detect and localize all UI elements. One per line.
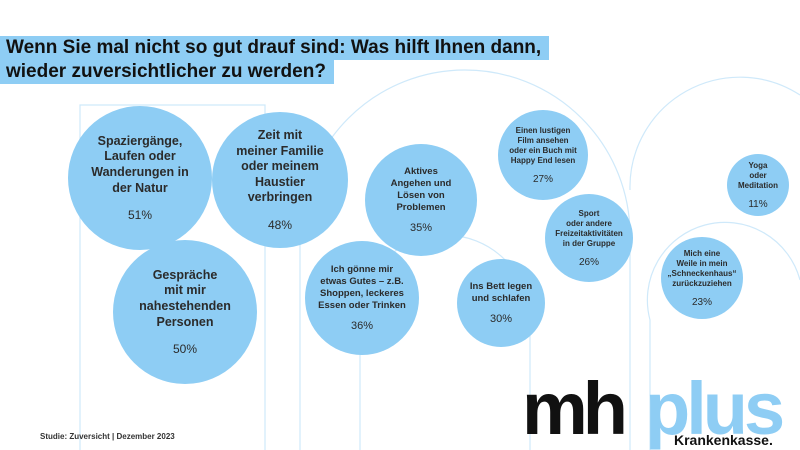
bubble-label: Aktives Angehen und Lösen von Problemen — [390, 166, 452, 213]
deco-arc-left — [79, 104, 266, 450]
bubble-9: Mich eine Weile in mein „Schneckenhaus“ … — [661, 237, 743, 319]
bubble-value: 23% — [691, 296, 712, 308]
deco-arc-right — [629, 76, 800, 191]
chart-title-line-1: Wenn Sie mal nicht so gut drauf sind: Wa… — [0, 36, 550, 60]
bubble-value: 48% — [267, 218, 293, 233]
logo-mh-text: mh — [522, 367, 628, 450]
bubble-value: 35% — [409, 221, 433, 234]
bubble-value: 26% — [578, 256, 599, 268]
bubble-2: Gespräche mit mir nahestehenden Personen… — [113, 240, 257, 384]
bubble-value: 36% — [350, 319, 374, 332]
bubble-label: Einen lustigen Film ansehen oder ein Buc… — [509, 125, 577, 165]
chart-title-line-2: wieder zuversichtlicher zu werden? — [0, 60, 334, 84]
bubble-label: Mich eine Weile in mein „Schneckenhaus“ … — [667, 248, 737, 288]
bubble-value: 11% — [748, 198, 768, 210]
bubble-value: 27% — [532, 173, 553, 185]
mhplus-logo: mh plus Krankenkasse. — [522, 367, 785, 450]
logo-plus-text: plus — [645, 367, 785, 450]
bubble-label: Spaziergänge, Laufen oder Wanderungen in… — [91, 133, 189, 195]
bubble-1: Spaziergänge, Laufen oder Wanderungen in… — [68, 106, 212, 250]
bubble-label: Sport oder andere Freizeitaktivitäten in… — [555, 208, 623, 248]
bubble-label: Ins Bett legen und schlafen — [469, 281, 533, 304]
bubble-4: Ich gönne mir etwas Gutes – z.B. Shoppen… — [305, 241, 419, 355]
bubble-10: Yoga oder Meditation 11% — [727, 154, 789, 216]
bubble-label: Ich gönne mir etwas Gutes – z.B. Shoppen… — [318, 264, 406, 311]
bubble-label: Yoga oder Meditation — [738, 160, 778, 190]
bubble-label: Gespräche mit mir nahestehenden Personen — [139, 267, 231, 329]
logo-tagline: Krankenkasse. — [674, 432, 773, 448]
bubble-6: Ins Bett legen und schlafen 30% — [457, 259, 545, 347]
bubble-value: 50% — [172, 342, 198, 357]
bubble-label: Zeit mit meiner Familie oder meinem Haus… — [236, 127, 324, 205]
bubble-5: Aktives Angehen und Lösen von Problemen 3… — [365, 144, 477, 256]
bubble-7: Einen lustigen Film ansehen oder ein Buc… — [498, 110, 588, 200]
bubble-value: 30% — [489, 312, 513, 325]
deco-arc-far-right — [646, 221, 800, 450]
source-note: Studie: Zuversicht | Dezember 2023 — [40, 432, 175, 441]
bubble-value: 51% — [127, 208, 153, 223]
bubble-3: Zeit mit meiner Familie oder meinem Haus… — [212, 112, 348, 248]
bubble-8: Sport oder andere Freizeitaktivitäten in… — [545, 194, 633, 282]
